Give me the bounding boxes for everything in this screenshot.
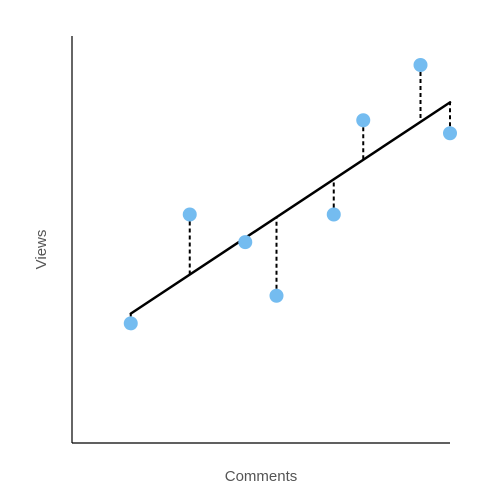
data-point (269, 288, 284, 303)
y-axis-label: Views (33, 230, 50, 270)
data-points (123, 58, 457, 331)
data-point (182, 207, 197, 222)
regression-line (129, 101, 452, 315)
residual-lines (129, 65, 451, 324)
data-point (356, 113, 371, 128)
axes (71, 36, 450, 444)
data-point (326, 207, 341, 222)
data-point (238, 235, 253, 250)
data-point (443, 126, 457, 141)
x-axis-label: Comments (225, 468, 298, 485)
data-point (123, 316, 138, 331)
data-point (413, 58, 428, 72)
